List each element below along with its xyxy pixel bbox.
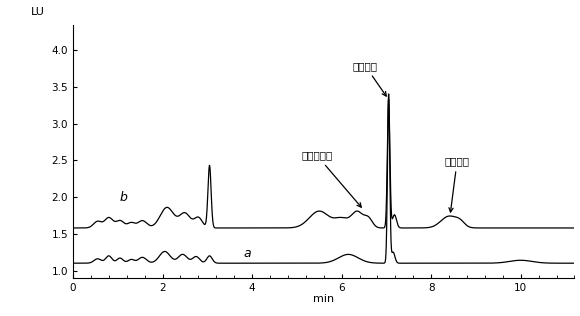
X-axis label: min: min <box>313 294 334 304</box>
Y-axis label: LU: LU <box>31 7 45 17</box>
Text: a: a <box>243 247 251 260</box>
Text: b: b <box>120 191 128 204</box>
Text: 加替沙星: 加替沙星 <box>445 156 470 212</box>
Text: 左氧氟沙星: 左氧氟沙星 <box>302 150 361 207</box>
Text: 洛美沙星: 洛美沙星 <box>353 61 386 96</box>
